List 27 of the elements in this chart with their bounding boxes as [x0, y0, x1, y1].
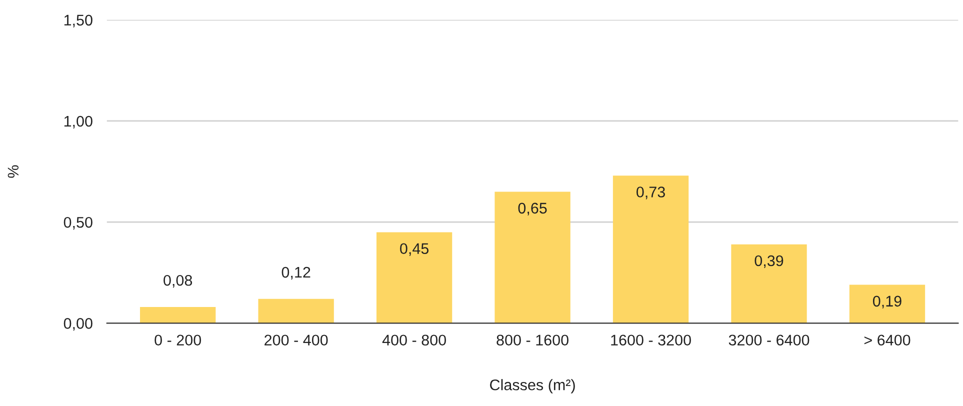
data-label: 0,73	[636, 186, 665, 200]
data-label: 0,39	[754, 255, 784, 268]
x-tick-label: > 6400	[864, 334, 910, 346]
y-tick-label: 0,50	[64, 216, 92, 230]
data-label: 0,45	[400, 243, 429, 256]
data-label: 0,08	[164, 274, 192, 288]
y-tick-label: 0,00	[64, 318, 92, 331]
bar	[258, 298, 334, 324]
x-tick-label: 1600 - 3200	[611, 334, 691, 346]
bar	[849, 284, 926, 324]
data-label: 0,65	[518, 202, 547, 216]
bar	[140, 307, 216, 324]
y-tick-label: 1,00	[64, 116, 92, 128]
y-axis-title: %	[8, 165, 19, 178]
x-tick-label: 800 - 1600	[496, 334, 568, 346]
bar	[376, 232, 452, 324]
bar	[612, 176, 689, 324]
x-tick-label: 3200 - 6400	[728, 334, 810, 346]
x-tick-label: 400 - 800	[382, 334, 446, 346]
y-tick-label: 1,50	[64, 14, 92, 28]
bar	[731, 244, 807, 324]
x-tick-label: 0 - 200	[154, 334, 202, 346]
data-label: 0,12	[282, 266, 310, 280]
x-axis-title: Classes (m²)	[490, 379, 575, 394]
x-tick-label: 200 - 400	[264, 334, 328, 346]
bar	[494, 192, 570, 324]
data-label: 0,19	[872, 296, 902, 308]
